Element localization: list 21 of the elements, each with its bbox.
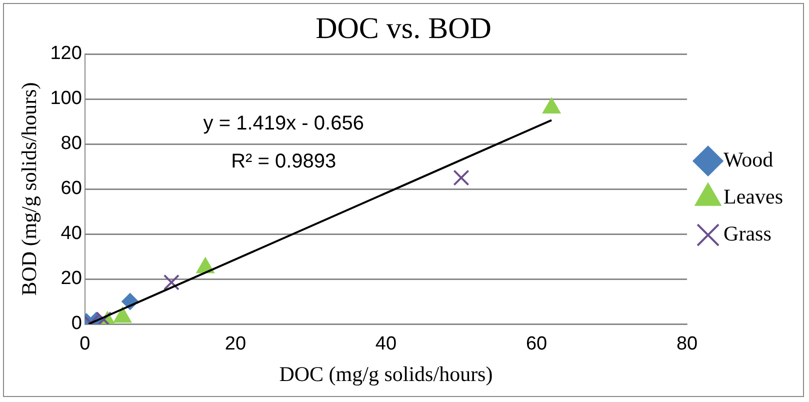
annotation: R² = 0.9893: [231, 150, 336, 173]
x-axis-title: DOC (mg/g solids/hours): [279, 362, 493, 386]
legend-label: Grass: [724, 222, 772, 246]
y-tick-label: 40: [60, 223, 82, 244]
x-tick-label: 40: [375, 334, 397, 355]
y-tick-label: 100: [50, 88, 82, 110]
y-tick-label: 0: [71, 313, 82, 334]
x-tick-label: 20: [224, 334, 246, 355]
y-tick-label: 80: [60, 133, 82, 154]
annotation: y = 1.419x - 0.656: [203, 112, 364, 135]
y-tick-label: 60: [60, 178, 82, 200]
y-axis-title: BOD (mg/g solids/hours): [17, 82, 42, 296]
legend-label: Leaves: [724, 184, 784, 209]
x-tick-label: 80: [676, 334, 698, 355]
y-tick-label: 20: [60, 268, 82, 290]
x-tick-label: 60: [526, 334, 548, 355]
legend-label: Wood: [724, 148, 774, 172]
y-tick-label: 120: [50, 43, 82, 64]
point: [542, 98, 561, 114]
chart-title: DOC vs. BOD: [316, 12, 492, 45]
point: [113, 306, 132, 323]
